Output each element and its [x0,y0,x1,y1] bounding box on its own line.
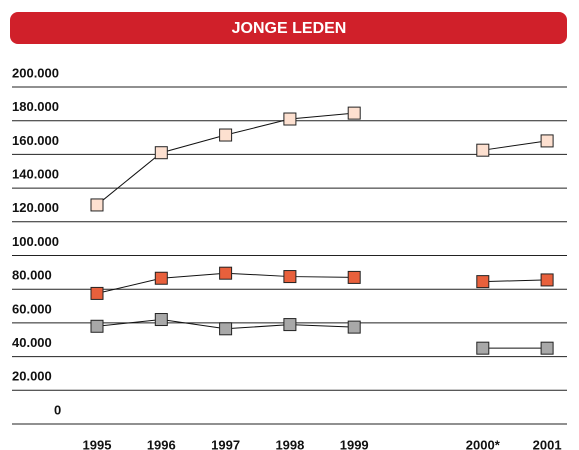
x-tick-label: 2000* [466,437,501,450]
y-tick-label: 100.000 [12,234,59,249]
data-point [154,313,168,327]
data-point [90,286,104,300]
y-tick-label: 160.000 [12,133,59,148]
y-tick-label: 120.000 [12,200,59,215]
x-tick-label: 1996 [147,437,176,450]
data-point [90,198,104,212]
series-line [482,140,548,151]
data-point [219,266,233,280]
x-tick-label: 1997 [211,437,240,450]
data-point [476,275,490,289]
y-tick-label: 80.000 [12,268,52,283]
data-point [540,341,554,355]
data-point [219,128,233,142]
title-banner [10,12,567,44]
series-line [96,112,355,206]
series-line [482,279,548,283]
data-point [476,341,490,355]
data-point [283,270,297,284]
x-tick-label: 1995 [83,437,112,450]
y-tick-label: 0 [54,402,61,417]
y-tick-label: 20.000 [12,369,52,384]
data-point [540,134,554,148]
y-tick-label: 60.000 [12,301,52,316]
data-point [540,273,554,287]
data-point [154,146,168,160]
x-tick-label: 1999 [340,437,369,450]
data-point [90,319,104,333]
data-point [219,322,233,336]
data-point [347,270,361,284]
y-tick-label: 140.000 [12,167,59,182]
data-point [347,320,361,334]
data-point [283,112,297,126]
data-point [476,143,490,157]
data-point [154,271,168,285]
y-tick-label: 40.000 [12,335,52,350]
y-tick-label: 200.000 [12,65,59,80]
data-point [347,106,361,120]
y-tick-label: 180.000 [12,99,59,114]
x-tick-label: 2001 [533,437,562,450]
x-tick-label: 1998 [275,437,304,450]
chart-title: JONGE LEDEN [232,20,347,37]
data-point [283,318,297,332]
